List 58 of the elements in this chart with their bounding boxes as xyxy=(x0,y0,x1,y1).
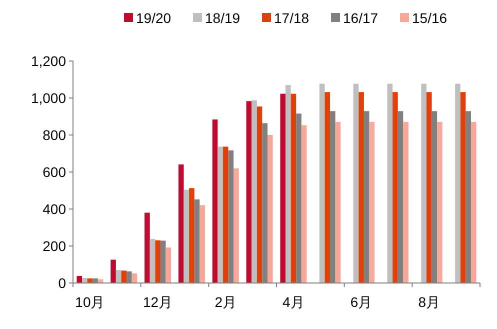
y-tick-label: 400 xyxy=(42,201,66,217)
legend-label: 17/18 xyxy=(274,10,310,26)
y-tick-label: 200 xyxy=(42,238,66,254)
bar xyxy=(392,92,398,283)
bar xyxy=(200,205,205,283)
bar xyxy=(121,270,127,283)
legend-label: 18/19 xyxy=(205,10,240,26)
bar xyxy=(184,190,190,283)
y-tick-label: 1,000 xyxy=(30,90,66,106)
bar xyxy=(116,270,122,283)
bar xyxy=(290,94,296,283)
y-tick-label: 800 xyxy=(42,127,66,143)
x-tick-label: 6月 xyxy=(350,294,372,310)
legend-label: 19/20 xyxy=(136,10,172,26)
legend-label: 15/16 xyxy=(412,10,448,26)
bar xyxy=(110,260,116,283)
bar xyxy=(234,168,239,283)
bar xyxy=(301,125,307,283)
x-tick-label: 2月 xyxy=(214,294,237,310)
y-tick-label: 1,200 xyxy=(30,53,66,69)
bar xyxy=(218,146,223,283)
bar xyxy=(319,84,325,283)
bar xyxy=(353,84,359,283)
bar xyxy=(387,84,393,283)
bar xyxy=(76,276,82,283)
bar xyxy=(166,247,172,283)
bar xyxy=(286,85,291,283)
bar xyxy=(335,122,341,283)
bar xyxy=(212,119,218,283)
y-tick-label: 0 xyxy=(58,275,66,291)
bar xyxy=(222,146,228,283)
bar xyxy=(82,278,88,283)
bar xyxy=(455,84,460,283)
bar xyxy=(178,164,184,283)
bar xyxy=(437,122,442,283)
bar xyxy=(150,238,156,283)
bar xyxy=(403,122,408,283)
bar xyxy=(421,84,426,283)
bar xyxy=(280,94,286,283)
bar xyxy=(470,122,476,283)
bar xyxy=(369,122,375,283)
x-tick-label: 4月 xyxy=(282,294,304,310)
y-tick-label: 600 xyxy=(42,164,66,180)
x-tick-label: 12月 xyxy=(143,294,173,310)
bar xyxy=(324,92,330,283)
bar xyxy=(426,92,432,283)
legend-label: 16/17 xyxy=(343,10,378,26)
bar xyxy=(256,106,262,283)
bar xyxy=(358,92,364,283)
x-tick-label: 8月 xyxy=(418,294,440,310)
bar xyxy=(155,240,160,283)
bar xyxy=(189,188,194,283)
bar xyxy=(460,92,466,283)
bar xyxy=(246,101,252,283)
bar xyxy=(144,212,150,283)
bar xyxy=(267,135,273,283)
x-tick-label: 10月 xyxy=(75,294,105,310)
bar xyxy=(252,100,257,283)
